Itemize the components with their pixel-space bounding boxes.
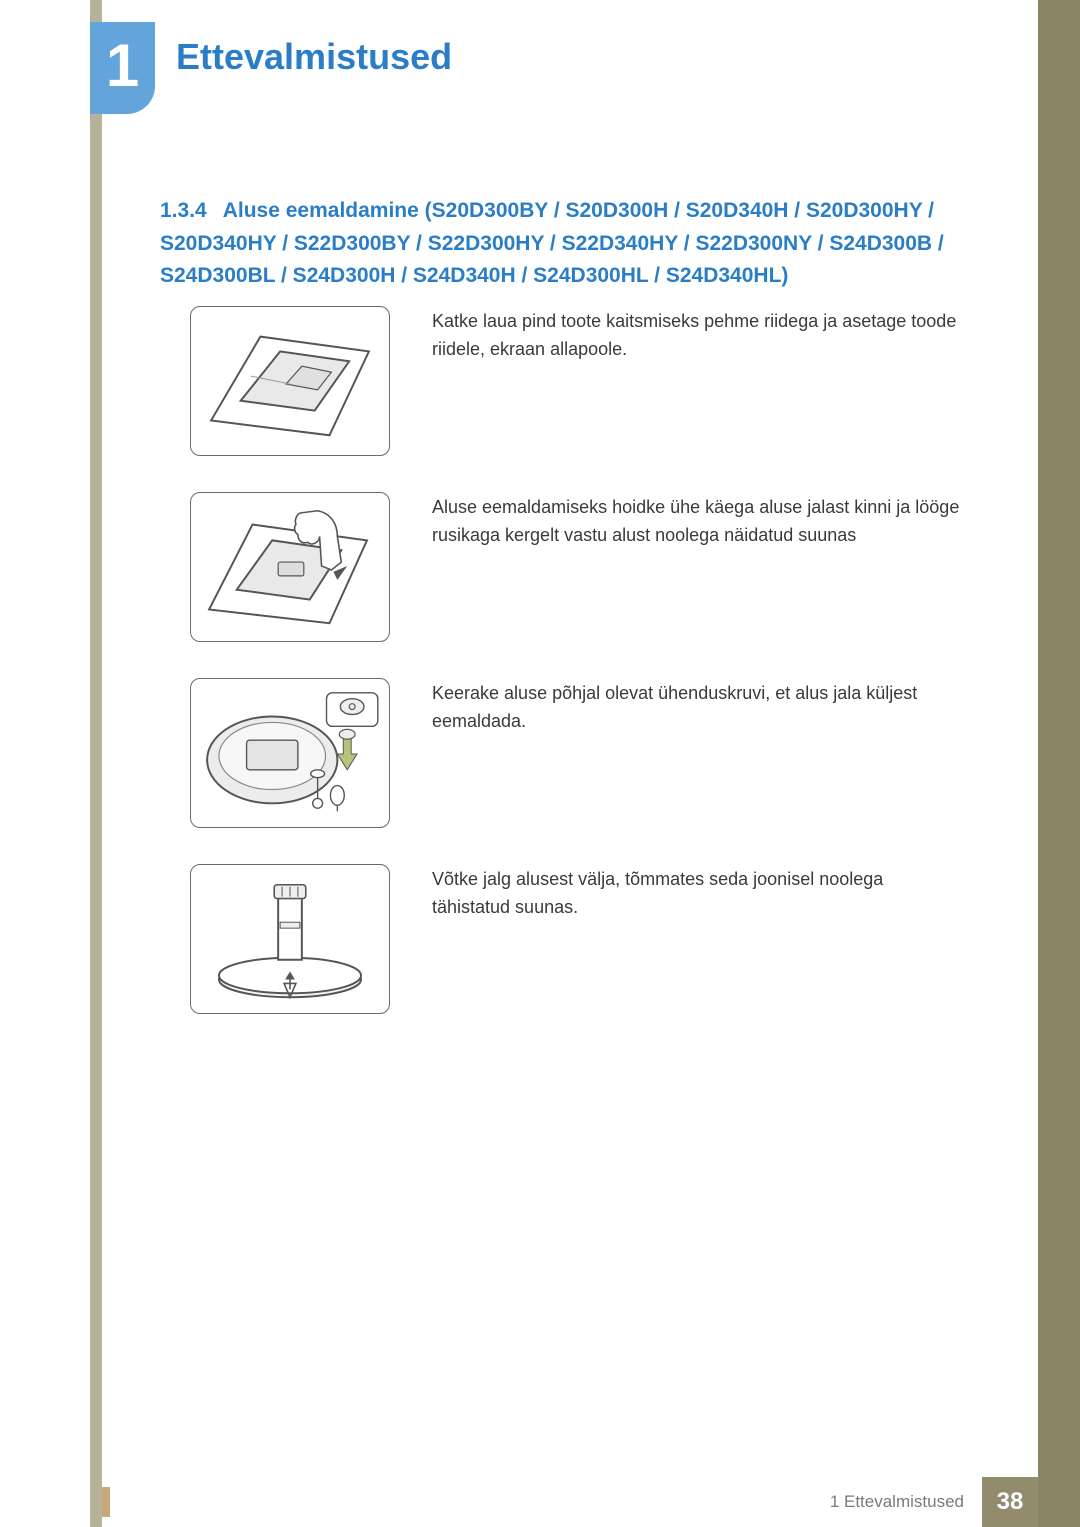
step-text: Keerake aluse põhjal olevat ühenduskruvi… [432, 678, 960, 736]
step-text: Katke laua pind toote kaitsmiseks pehme … [432, 306, 960, 364]
step-text: Aluse eemaldamiseks hoidke ühe käega alu… [432, 492, 960, 550]
footer-accent [102, 1487, 110, 1517]
page-footer: 1 Ettevalmistused 38 [102, 1477, 1038, 1527]
step-row: Võtke jalg alusest välja, tõmmates seda … [190, 864, 960, 1014]
base-screw-icon [190, 678, 390, 828]
stand-pull-up-icon [190, 864, 390, 1014]
page-number: 38 [982, 1477, 1038, 1527]
section-heading: 1.3.4Aluse eemaldamine (S20D300BY / S20D… [160, 195, 990, 293]
step-text: Võtke jalg alusest välja, tõmmates seda … [432, 864, 960, 922]
chapter-number-badge: 1 [90, 22, 155, 114]
monitor-on-cloth-icon [190, 306, 390, 456]
step-row: Katke laua pind toote kaitsmiseks pehme … [190, 306, 960, 456]
side-rail-right [1038, 0, 1080, 1527]
section-number: 1.3.4 [160, 199, 207, 222]
step-row: Aluse eemaldamiseks hoidke ühe käega alu… [190, 492, 960, 642]
side-rail-left [90, 0, 102, 1527]
footer-caption: 1 Ettevalmistused [830, 1492, 964, 1512]
section-heading-text: Aluse eemaldamine (S20D300BY / S20D300H … [160, 199, 944, 287]
step-row: Keerake aluse põhjal olevat ühenduskruvi… [190, 678, 960, 828]
steps-container: Katke laua pind toote kaitsmiseks pehme … [190, 306, 960, 1050]
hand-tap-stand-icon [190, 492, 390, 642]
chapter-title: Ettevalmistused [176, 36, 452, 78]
